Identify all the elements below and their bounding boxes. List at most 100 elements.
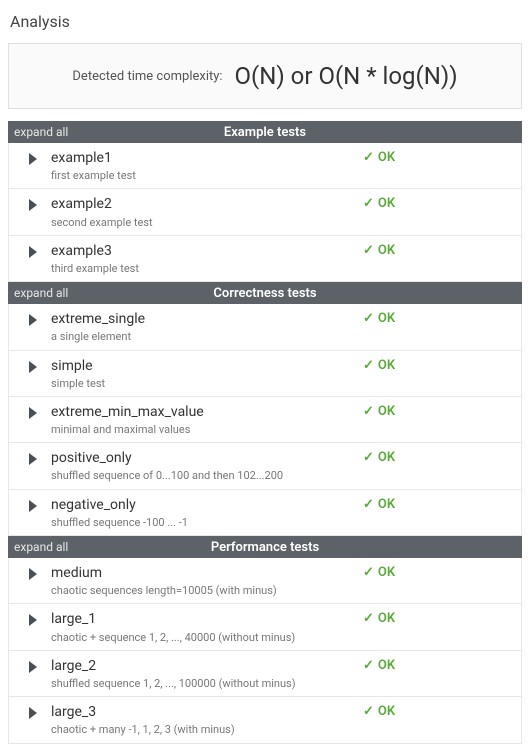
complexity-label: Detected time complexity: <box>72 69 222 84</box>
page-title: Analysis <box>10 12 522 31</box>
test-main: extreme_min_max_valueminimal and maximal… <box>51 403 363 436</box>
tests-container: extreme_singlea single element✓OKsimples… <box>8 304 522 536</box>
test-status: ✓ OK <box>363 242 513 258</box>
test-desc: chaotic sequences length=10005 (with min… <box>51 584 363 597</box>
check-icon: ✓ <box>363 611 374 626</box>
status-text: OK <box>378 565 395 580</box>
status-text: OK <box>378 404 395 419</box>
status-text: OK <box>378 196 395 211</box>
expand-arrow-icon[interactable] <box>29 361 37 373</box>
test-main: large_3chaotic + many -1, 1, 2, 3 (with … <box>51 703 363 736</box>
test-name: example3 <box>51 242 363 260</box>
check-icon: ✓ <box>363 404 374 419</box>
status-text: OK <box>378 243 395 258</box>
check-icon: ✓ <box>363 658 374 673</box>
expand-all-link[interactable]: expand all <box>14 125 68 139</box>
test-main: example3third example test <box>51 242 363 275</box>
tests-container: example1first example test✓OKexample2sec… <box>8 143 522 282</box>
test-status: ✓ OK <box>363 564 513 580</box>
expand-arrow-icon[interactable] <box>29 661 37 673</box>
check-icon: ✓ <box>363 311 374 326</box>
test-row: example1 first example test✓OK <box>9 143 521 189</box>
check-icon: ✓ <box>363 358 374 373</box>
test-desc: shuffled sequence -100 ... -1 <box>51 516 363 529</box>
test-name: extreme_single <box>51 310 363 328</box>
expand-arrow-icon[interactable] <box>29 453 37 465</box>
test-status: ✓ OK <box>363 703 513 719</box>
test-main: example1 first example test <box>51 149 363 182</box>
test-desc: first example test <box>51 169 363 182</box>
test-status: ✓ OK <box>363 195 513 211</box>
test-name: example2 <box>51 195 363 213</box>
test-status: ✓OK <box>363 496 513 512</box>
test-name: negative_only <box>51 496 363 514</box>
status-text: OK <box>378 611 395 626</box>
test-main: negative_only shuffled sequence -100 ... … <box>51 496 363 529</box>
test-main: positive_only shuffled sequence of 0...10… <box>51 449 363 482</box>
section-header: expand allPerformance tests <box>8 536 522 558</box>
sections-container: expand allExample testsexample1first exa… <box>8 121 522 744</box>
test-row: negative_only shuffled sequence -100 ... … <box>9 490 521 536</box>
test-name: medium <box>51 564 363 582</box>
test-status: ✓ OK <box>363 610 513 626</box>
check-icon: ✓ <box>363 704 374 719</box>
test-status: ✓ OK <box>363 657 513 673</box>
test-desc: a single element <box>51 330 363 343</box>
test-desc: shuffled sequence of 0...100 and then 10… <box>51 469 363 482</box>
check-icon: ✓ <box>363 196 374 211</box>
expand-arrow-icon[interactable] <box>29 500 37 512</box>
test-desc: chaotic + many -1, 1, 2, 3 (with minus) <box>51 723 363 736</box>
test-desc: simple test <box>51 377 363 390</box>
status-text: OK <box>378 497 395 512</box>
test-row: medium chaotic sequences length=10005 (wi… <box>9 558 521 604</box>
test-status: ✓OK <box>363 357 513 373</box>
section-title: Example tests <box>8 125 522 140</box>
status-text: OK <box>378 704 395 719</box>
check-icon: ✓ <box>363 450 374 465</box>
test-name: example1 <box>51 149 363 167</box>
test-name: positive_only <box>51 449 363 467</box>
test-row: large_3chaotic + many -1, 1, 2, 3 (with … <box>9 697 521 743</box>
test-main: example2second example test <box>51 195 363 228</box>
test-status: ✓OK <box>363 149 513 165</box>
test-status: ✓ OK <box>363 310 513 326</box>
expand-all-link[interactable]: expand all <box>14 540 68 554</box>
test-main: large_2shuffled sequence 1, 2, ..., 1000… <box>51 657 363 690</box>
test-row: positive_only shuffled sequence of 0...10… <box>9 443 521 489</box>
test-row: extreme_min_max_valueminimal and maximal… <box>9 397 521 443</box>
test-name: extreme_min_max_value <box>51 403 363 421</box>
test-main: simple simple test <box>51 357 363 390</box>
section-header: expand allCorrectness tests <box>8 282 522 304</box>
expand-all-link[interactable]: expand all <box>14 286 68 300</box>
test-row: example2second example test✓ OK <box>9 189 521 235</box>
status-text: OK <box>378 311 395 326</box>
status-text: OK <box>378 450 395 465</box>
expand-arrow-icon[interactable] <box>29 153 37 165</box>
test-name: large_1 <box>51 610 363 628</box>
test-row: simple simple test✓OK <box>9 351 521 397</box>
section-title: Performance tests <box>8 540 522 555</box>
test-name: simple <box>51 357 363 375</box>
check-icon: ✓ <box>363 150 374 165</box>
test-main: medium chaotic sequences length=10005 (wi… <box>51 564 363 597</box>
expand-arrow-icon[interactable] <box>29 614 37 626</box>
test-status: ✓ OK <box>363 403 513 419</box>
expand-arrow-icon[interactable] <box>29 568 37 580</box>
test-desc: chaotic + sequence 1, 2, ..., 40000 (wit… <box>51 631 363 644</box>
test-row: extreme_singlea single element✓ OK <box>9 304 521 350</box>
complexity-value: O(N) or O(N * log(N)) <box>235 62 458 90</box>
status-text: OK <box>378 658 395 673</box>
expand-arrow-icon[interactable] <box>29 707 37 719</box>
complexity-box: Detected time complexity: O(N) or O(N * … <box>8 43 522 109</box>
expand-arrow-icon[interactable] <box>29 246 37 258</box>
test-name: large_3 <box>51 703 363 721</box>
expand-arrow-icon[interactable] <box>29 199 37 211</box>
test-main: large_1chaotic + sequence 1, 2, ..., 400… <box>51 610 363 643</box>
check-icon: ✓ <box>363 565 374 580</box>
test-row: large_2shuffled sequence 1, 2, ..., 1000… <box>9 651 521 697</box>
expand-arrow-icon[interactable] <box>29 314 37 326</box>
tests-container: medium chaotic sequences length=10005 (wi… <box>8 558 522 744</box>
expand-arrow-icon[interactable] <box>29 407 37 419</box>
section-header: expand allExample tests <box>8 121 522 143</box>
check-icon: ✓ <box>363 243 374 258</box>
